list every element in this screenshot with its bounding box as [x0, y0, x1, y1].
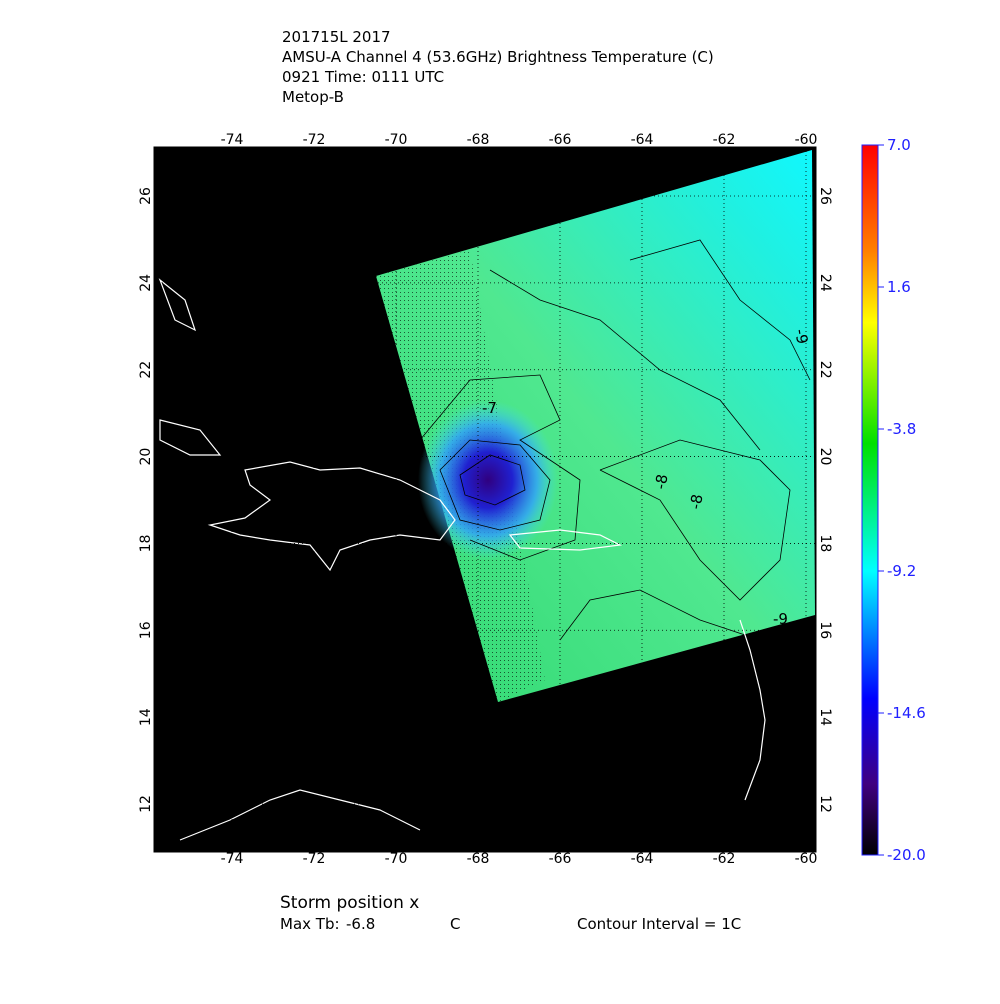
title-line: Metop-B — [282, 88, 344, 106]
contour-labels: -7 -8 -8 -9 -9 — [482, 328, 811, 628]
max-tb-label: Max Tb: — [280, 915, 340, 933]
lat-tick-label: 14 — [817, 708, 833, 726]
storm-position: Storm position x — [280, 893, 419, 913]
colorbar-tick-label: -3.8 — [887, 420, 916, 438]
title-line: 0921 Time: 0111 UTC — [282, 68, 444, 86]
lat-tick-label: 26 — [817, 187, 833, 205]
contour — [629, 239, 811, 381]
map-frame — [153, 146, 817, 853]
coastline — [739, 619, 766, 801]
lon-tick-label: -70 — [385, 132, 408, 148]
lon-tick-label: -72 — [303, 851, 326, 867]
max-tb-unit: C — [450, 915, 460, 933]
lon-tick-label: -72 — [303, 132, 326, 148]
lon-tick-label: -66 — [549, 132, 572, 148]
lon-tick-label: -64 — [631, 851, 654, 867]
lat-tick-label: 22 — [817, 361, 833, 379]
contour-label: -8 — [651, 473, 671, 491]
contour — [419, 374, 581, 561]
lat-tick-label: 22 — [138, 361, 154, 379]
title-line: AMSU-A Channel 4 (53.6GHz) Brightness Te… — [282, 48, 714, 66]
cold-core — [418, 400, 558, 560]
lat-tick-label: 16 — [817, 621, 833, 639]
lat-tick-label: 20 — [817, 448, 833, 466]
colorbar-ticks: 7.0 1.6 -3.8 -9.2 -14.6 -20.0 — [878, 136, 926, 864]
lon-tick-label: -74 — [221, 851, 244, 867]
coastlines — [158, 278, 766, 841]
lat-tick-label: 12 — [138, 795, 154, 813]
coastline — [158, 278, 197, 332]
lon-tick-label: -60 — [795, 851, 818, 867]
lon-tick-label: -62 — [713, 132, 736, 148]
contour-interval: Contour Interval = 1C — [577, 915, 741, 933]
lon-tick-label: -74 — [221, 132, 244, 148]
colorbar — [861, 144, 879, 856]
coastline — [159, 419, 222, 456]
colorbar-tick-label: -20.0 — [887, 846, 926, 864]
lat-tick-label: 16 — [138, 621, 154, 639]
contour-label: -9 — [791, 328, 811, 346]
contour-label: -7 — [482, 399, 497, 417]
lon-tick-label: -62 — [713, 851, 736, 867]
lon-tick-label: -60 — [795, 132, 818, 148]
lat-tick-label: 12 — [817, 795, 833, 813]
contour — [599, 439, 791, 601]
coastline — [508, 529, 623, 551]
lat-tick-label: 18 — [138, 535, 154, 553]
lat-tick-label: 24 — [817, 274, 833, 292]
colorbar-tick-label: 1.6 — [887, 278, 911, 296]
colorbar-tick-label: -9.2 — [887, 562, 916, 580]
lat-tick-label: 24 — [138, 274, 154, 292]
lon-tick-label: -68 — [467, 132, 490, 148]
coastline — [179, 789, 421, 841]
lat-tick-label: 14 — [138, 708, 154, 726]
lon-tick-label: -66 — [549, 851, 572, 867]
header: 201715L 2017 AMSU-A Channel 4 (53.6GHz) … — [282, 28, 714, 106]
lon-tick-label: -68 — [467, 851, 490, 867]
contour — [489, 269, 761, 451]
graticule: -74 -74 -72 -72 -70 -70 -68 -68 -66 -66 -64 -64 -62 -… — [138, 132, 833, 867]
colorbar-tick-label: 7.0 — [887, 136, 911, 154]
contour — [559, 589, 761, 641]
contour-label: -9 — [773, 610, 788, 628]
colorbar-tick-label: -14.6 — [887, 704, 926, 722]
lon-tick-label: -70 — [385, 851, 408, 867]
footer: Storm position x Max Tb: -6.8 C Contour … — [280, 893, 741, 933]
coastline — [207, 461, 456, 572]
lat-tick-label: 18 — [817, 535, 833, 553]
contour — [459, 454, 526, 506]
contour — [439, 439, 551, 531]
lat-tick-label: 20 — [138, 448, 154, 466]
contour-label: -8 — [686, 493, 706, 511]
lat-tick-label: 26 — [138, 187, 154, 205]
lon-tick-label: -64 — [631, 132, 654, 148]
max-tb-value: -6.8 — [346, 915, 375, 933]
title-line: 201715L 2017 — [282, 28, 391, 46]
contours — [419, 239, 811, 641]
